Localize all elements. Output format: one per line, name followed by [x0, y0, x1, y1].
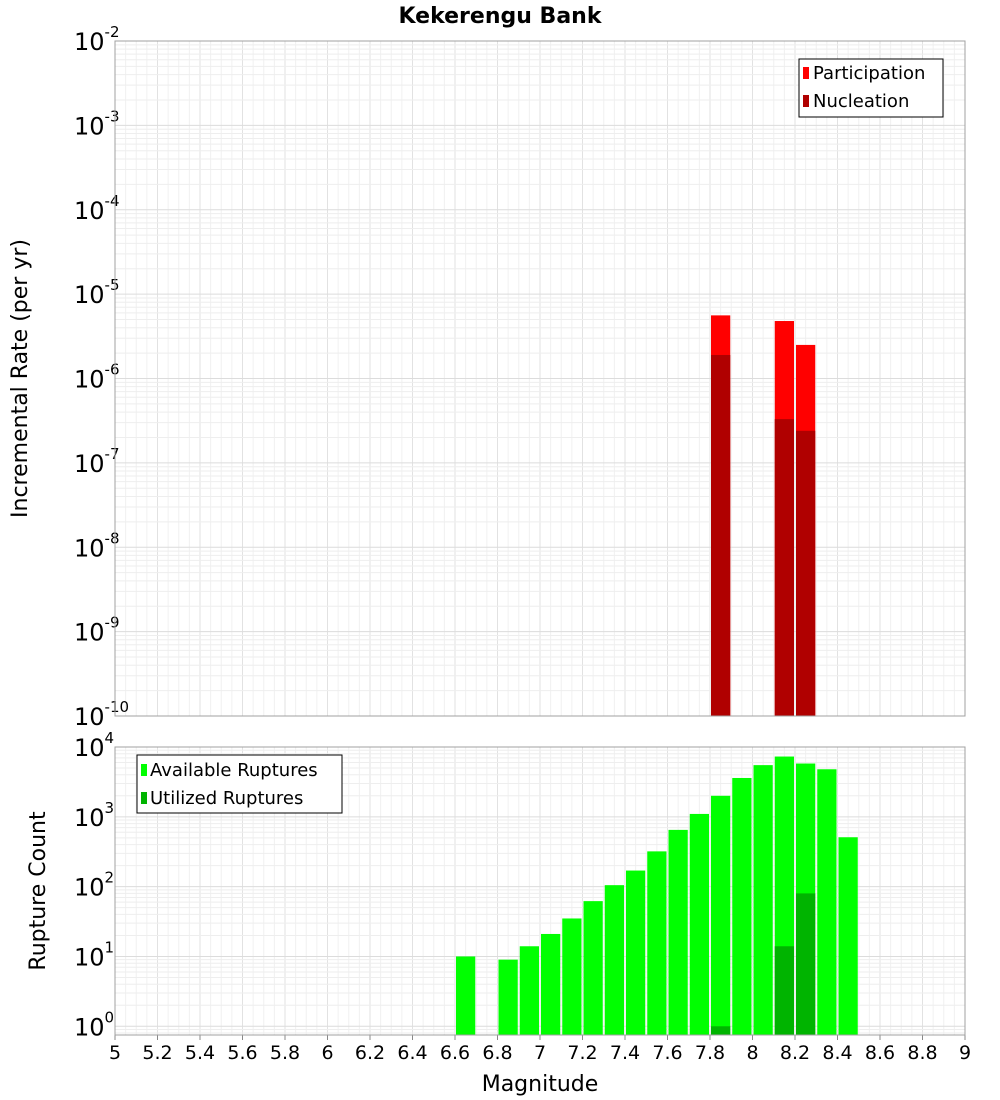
x-tick-label: 6.6 [440, 1042, 470, 1064]
top-y-tick-label: 10-3 [74, 107, 120, 140]
x-tick-label: 8.2 [780, 1042, 810, 1064]
x-tick-label: 8 [746, 1042, 758, 1064]
top-nucleation-bar-1 [774, 419, 794, 716]
legend-swatch-nucleation [803, 95, 809, 107]
top-y-tick-label: 10-8 [74, 529, 120, 562]
bottom-available-ruptures-bar-11 [711, 795, 731, 1035]
legend-swatch-utilized-ruptures [141, 792, 147, 804]
bottom-available-ruptures-bar-10 [689, 813, 709, 1035]
bottom-utilized-ruptures-bar-1 [774, 946, 794, 1035]
legend-swatch-available-ruptures [141, 764, 147, 776]
x-tick-label: 5 [109, 1042, 121, 1064]
bottom-available-ruptures-bar-8 [647, 851, 667, 1035]
bottom-available-ruptures-bar-16 [817, 769, 837, 1035]
bottom-plot-border [114, 746, 966, 1036]
x-tick-label: 7.2 [567, 1042, 597, 1064]
bottom-available-ruptures-bar-5 [583, 901, 603, 1035]
x-ticks: 5 5.2 5.4 5.6 5.8 6 6.2 6.4 6.6 6.8 7 7.2 7.4 7.6 7.8 8… [109, 1035, 971, 1064]
x-tick-label: 8.6 [865, 1042, 895, 1064]
x-tick-label: 5.8 [270, 1042, 300, 1064]
chart-title: Kekerengu Bank [399, 4, 603, 29]
bottom-bars [456, 756, 858, 1035]
bottom-y-tick-label: 101 [74, 939, 114, 972]
bottom-available-ruptures-bar-9 [668, 829, 688, 1035]
x-tick-label: 5.6 [227, 1042, 257, 1064]
top-y-ticks: 10-10 10-9 10-8 10-7 10-6 10-5 10-4 10-3 10-2 [74, 23, 129, 731]
bottom-utilized-ruptures-bar-0 [711, 1026, 731, 1035]
bottom-utilized-ruptures-bar-2 [796, 893, 816, 1035]
bottom-available-ruptures-bar-7 [626, 870, 646, 1035]
bottom-y-ticks: 100 101 102 103 104 [74, 729, 114, 1041]
x-tick-label: 6.2 [355, 1042, 385, 1064]
x-tick-label: 7.6 [652, 1042, 682, 1064]
x-tick-label: 6 [321, 1042, 333, 1064]
x-tick-label: 7.4 [610, 1042, 640, 1064]
bottom-y-tick-label: 100 [74, 1008, 114, 1041]
top-y-tick-label: 10-6 [74, 361, 120, 394]
legend-label-nucleation: Nucleation [813, 91, 909, 112]
top-y-tick-label: 10-5 [74, 276, 120, 309]
top-legend: Participation Nucleation [798, 58, 944, 118]
bottom-available-ruptures-bar-17 [838, 837, 858, 1035]
bottom-y-tick-label: 103 [74, 799, 114, 832]
bottom-y-tick-label: 102 [74, 869, 114, 902]
top-plot-border [114, 40, 966, 717]
top-nucleation-bar-2 [796, 430, 816, 716]
top-y-tick-label: 10-4 [74, 192, 120, 225]
top-y-tick-label: 10-2 [74, 23, 120, 56]
x-tick-label: 7.8 [695, 1042, 725, 1064]
top-y-axis-label: Incremental Rate (per yr) [8, 239, 33, 518]
legend-label-participation: Participation [813, 63, 925, 84]
x-tick-label: 6.8 [482, 1042, 512, 1064]
x-tick-label: 8.8 [907, 1042, 937, 1064]
top-y-tick-label: 10-10 [74, 698, 129, 731]
bottom-available-ruptures-bar-2 [519, 946, 539, 1035]
bottom-available-ruptures-bar-12 [732, 777, 752, 1035]
bottom-available-ruptures-bar-13 [753, 765, 773, 1035]
x-tick-label: 9 [959, 1042, 971, 1064]
bottom-y-axis-label: Rupture Count [26, 811, 51, 971]
x-tick-label: 6.4 [397, 1042, 427, 1064]
top-grid [114, 40, 966, 717]
x-tick-label: 8.4 [822, 1042, 852, 1064]
bottom-available-ruptures-bar-6 [604, 885, 624, 1035]
legend-label-utilized-ruptures: Utilized Ruptures [150, 788, 303, 809]
bottom-available-ruptures-bar-1 [498, 959, 518, 1035]
bottom-available-ruptures-bar-3 [541, 933, 561, 1035]
x-tick-label: 7 [534, 1042, 546, 1064]
bottom-available-ruptures-bar-0 [456, 956, 476, 1035]
bottom-available-ruptures-bar-4 [562, 918, 582, 1035]
legend-swatch-participation [803, 67, 809, 79]
top-y-tick-label: 10-9 [74, 614, 120, 647]
top-y-tick-label: 10-7 [74, 445, 120, 478]
x-tick-label: 5.4 [185, 1042, 215, 1064]
bottom-y-tick-label: 104 [74, 729, 114, 762]
top-nucleation-bar-0 [711, 354, 731, 716]
x-axis-label: Magnitude [482, 1072, 599, 1097]
x-tick-label: 5.2 [142, 1042, 172, 1064]
top-bars [711, 315, 816, 716]
bottom-legend: Available Ruptures Utilized Ruptures [136, 754, 343, 814]
legend-label-available-ruptures: Available Ruptures [150, 760, 318, 781]
